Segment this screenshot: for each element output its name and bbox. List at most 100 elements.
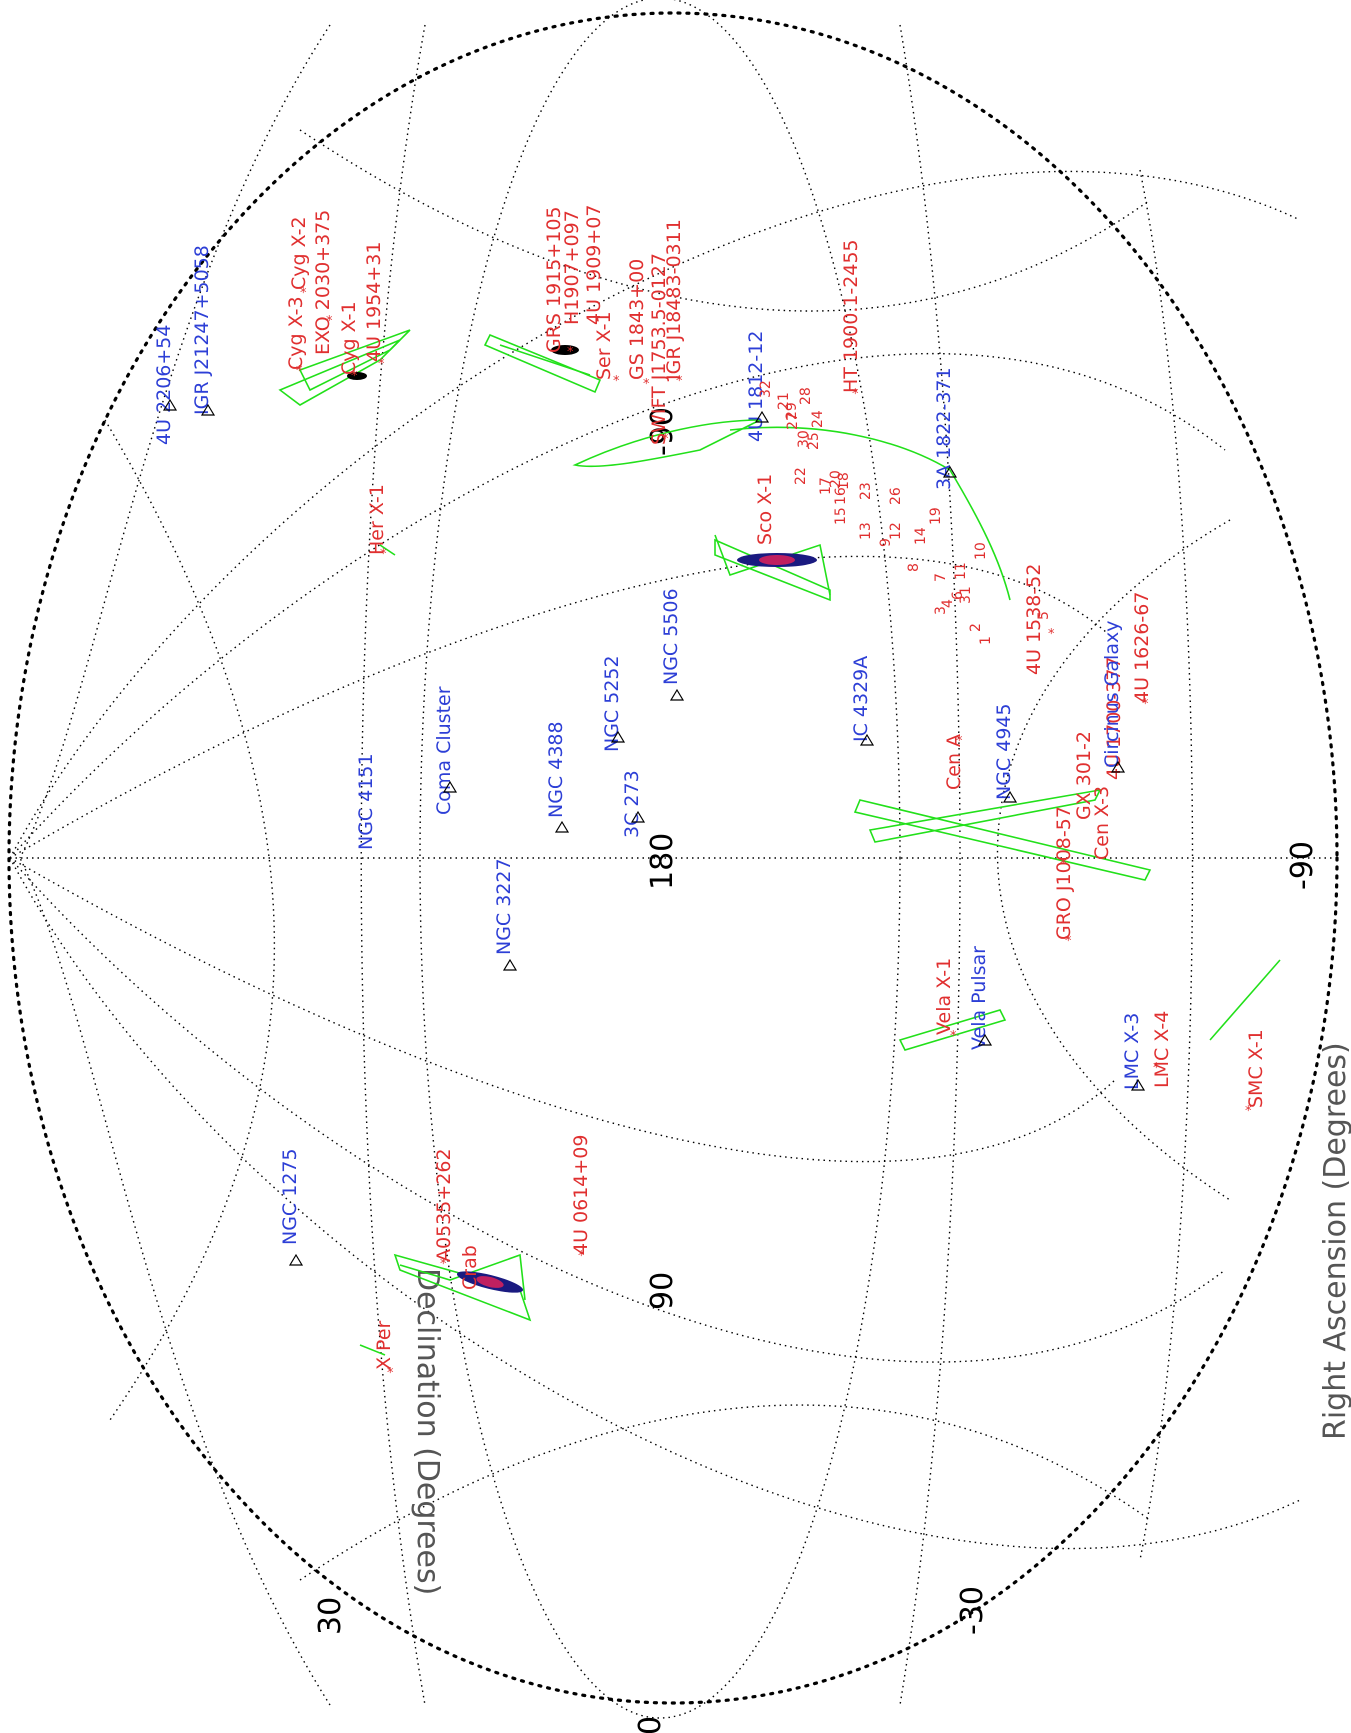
cluster-number-label: 11 <box>953 562 969 580</box>
source-label: NGC 4945 <box>993 703 1015 800</box>
source-label: 3A 1822-371 <box>933 367 955 490</box>
cluster-number-label: 12 <box>888 522 904 540</box>
star-marker: * <box>1060 857 1067 872</box>
cluster-number-label: 28 <box>798 387 814 405</box>
cluster-number-label: 8 <box>906 563 922 572</box>
source-label: 4U 1954+31 <box>363 242 385 363</box>
source-label: Sco X-1 <box>754 474 776 545</box>
cluster-number-label: 14 <box>913 527 929 545</box>
y-axis-title: Declination (Degrees) <box>410 1268 445 1595</box>
triangle-marker <box>1110 760 1126 773</box>
source-label: Coma Cluster <box>433 686 455 815</box>
cluster-number-label: 22 <box>793 467 809 485</box>
cluster-number-label: 24 <box>810 410 826 428</box>
extragalactic-source-markers <box>162 398 1146 1266</box>
cluster-number-label: 4 <box>940 599 956 608</box>
cluster-number-label: 16 <box>833 487 849 505</box>
source-label: EXO 2030+375 <box>312 210 334 355</box>
source-label: GRS 1915+105 <box>543 206 565 353</box>
cluster-number-label: 18 <box>836 472 852 490</box>
source-label: X Per <box>373 1320 395 1370</box>
source-label: 4U 2206+54 <box>153 325 175 446</box>
cluster-number-label: 17 <box>818 477 834 495</box>
source-label: Cen A <box>943 734 965 790</box>
star-marker: * <box>300 286 307 301</box>
source-label: Circinus Galaxy <box>1101 621 1123 768</box>
ra-tick-180: 180 <box>645 833 680 890</box>
cluster-number-label: 13 <box>858 522 874 540</box>
triangle-marker <box>200 403 216 416</box>
star-marker: * <box>956 734 963 749</box>
triangle-marker <box>442 780 458 793</box>
cluster-number-label: 23 <box>858 482 874 500</box>
cluster-number-label: 6 <box>950 591 966 600</box>
source-label: 4U 1909+07 <box>583 205 605 326</box>
star-marker: * <box>326 314 333 329</box>
triangle-marker <box>754 410 770 423</box>
source-label: SMC X-1 <box>1245 1029 1267 1108</box>
source-label: NGC 4388 <box>545 721 567 818</box>
triangle-marker <box>859 733 875 746</box>
triangle-marker <box>1002 790 1018 803</box>
star-marker: * <box>950 1029 957 1044</box>
star-marker: * <box>378 357 385 372</box>
star-marker: * <box>296 364 303 379</box>
triangle-marker <box>669 688 685 701</box>
significance-contours <box>278 329 1281 1356</box>
bright-source-blobs <box>347 345 817 1293</box>
source-label: NGC 5506 <box>660 588 682 685</box>
source-label: SWIFT J1753.5-0127 <box>648 253 670 445</box>
source-label: IGR J18483-0311 <box>663 219 685 380</box>
source-label: NGC 3227 <box>493 858 515 955</box>
triangle-marker <box>630 810 646 823</box>
cluster-number-label: 27 <box>785 412 801 430</box>
source-label: 4U 1700-377 <box>1103 656 1125 780</box>
dec-tick-0: 0 <box>633 1716 668 1733</box>
source-label: NGC 5252 <box>601 655 623 752</box>
cluster-number-label: 2 <box>968 623 984 632</box>
source-label: 4U 1626-67 <box>1131 592 1153 703</box>
source-label: Cyg X-1 <box>338 301 360 375</box>
source-label: GS 1843+00 <box>626 259 648 380</box>
source-label: Vela Pulsar <box>968 946 990 1050</box>
ra-tick-labels: -90 180 90 <box>645 407 680 1310</box>
star-marker: * <box>351 369 358 384</box>
cluster-number-label: 19 <box>928 507 944 525</box>
dec-tick-30: 30 <box>313 1597 348 1635</box>
star-marker: * <box>852 387 859 402</box>
source-label: GRO J1008-57 <box>1053 806 1075 940</box>
star-marker: * <box>662 432 669 447</box>
cluster-number-label: 20 <box>828 470 844 488</box>
extragalactic-sources: 4U 2206+54 IGR J21247+5058 4U 1812-12 3A… <box>153 245 1143 1245</box>
cluster-number-label: 9 <box>878 538 894 547</box>
cluster-number-label: 29 <box>784 402 800 420</box>
graticule <box>9 0 1340 1719</box>
star-marker: * <box>1153 1061 1160 1076</box>
dec-tick-minus90: -90 <box>1285 841 1320 890</box>
x-axis-title: Right Ascension (Degrees) <box>1318 1042 1351 1440</box>
star-marker: * <box>440 1257 447 1272</box>
source-label: IGR J21247+5058 <box>191 245 213 415</box>
cluster-number-label: 5 <box>1036 611 1052 620</box>
cluster-number-label: 21 <box>776 392 792 410</box>
source-label: 4U 0614+09 <box>570 1135 592 1256</box>
cluster-number-label: 31 <box>958 586 974 604</box>
dec-tick-minus30: -30 <box>955 1586 990 1635</box>
source-label: A0535+262 <box>433 1148 455 1262</box>
cluster-number-label: 10 <box>973 542 989 560</box>
star-marker: * <box>380 547 387 562</box>
galactic-sources: Cyg X-3 Cyg X-2 EXO 2030+375 Cyg X-1 4U … <box>285 205 1267 1371</box>
source-label: Cen X-3 <box>1091 786 1113 860</box>
star-marker: * <box>1245 1104 1252 1119</box>
source-label: Vela X-1 <box>933 958 955 1035</box>
source-label: Cyg X-2 <box>288 216 310 290</box>
triangle-marker <box>288 1253 304 1266</box>
dec-tick-labels: 30 0 -30 -90 <box>313 841 1320 1733</box>
source-label: H1907+097 <box>561 210 583 325</box>
source-label: Her X-1 <box>366 484 388 555</box>
triangle-marker <box>1130 1078 1146 1091</box>
ra-tick-90: 90 <box>645 1272 680 1310</box>
cluster-number-label: 25 <box>806 432 822 450</box>
source-label: LMC X-3 <box>1121 1013 1143 1090</box>
